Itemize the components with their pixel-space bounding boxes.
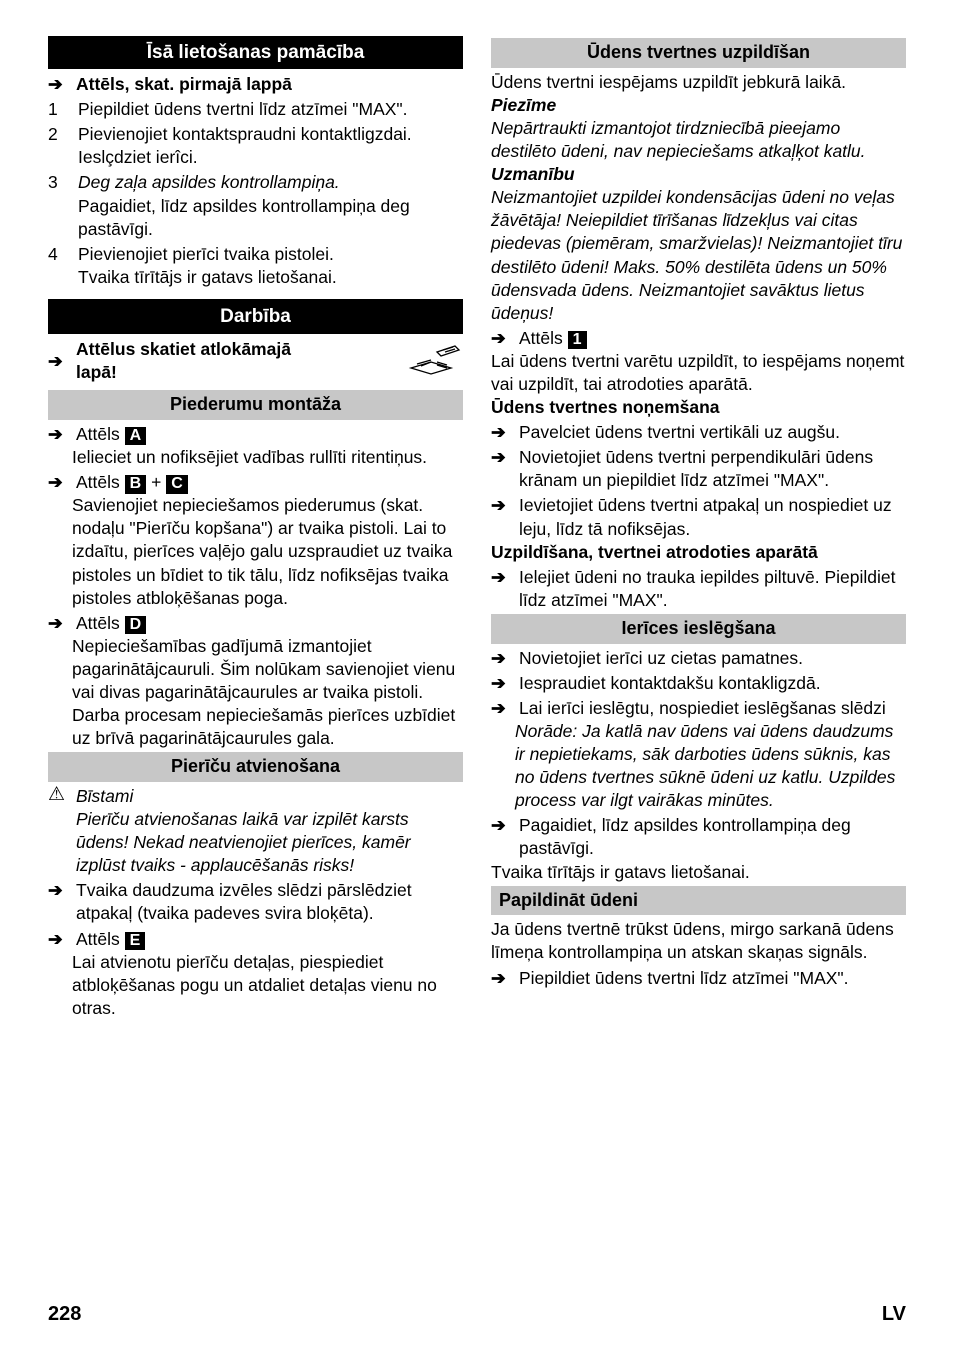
step-text-a: Pievienojiet pierīci tvaika pistolei. bbox=[78, 244, 334, 264]
arrow-icon: ➔ bbox=[491, 647, 511, 670]
letter-d-icon: D bbox=[125, 616, 147, 634]
fig-bc-line: ➔ Attēls B + C bbox=[48, 471, 463, 494]
letter-a-icon: A bbox=[125, 427, 147, 445]
fig-d-text: Attēls D bbox=[76, 612, 463, 635]
c4: ➔ Pagaidiet, līdz apsildes kontrollampiņ… bbox=[491, 814, 906, 860]
c3: ➔ Lai ierīci ieslēgtu, nospiediet ieslēg… bbox=[491, 697, 906, 720]
warning-icon: ⚠ bbox=[48, 785, 68, 806]
heading-switch-on: Ierīces ieslēgšana bbox=[491, 614, 906, 644]
fig-a-body: Ielieciet un nofiksējiet vadības rullīti… bbox=[48, 446, 463, 469]
right-column: Ūdens tvertnes uzpildīšan Ūdens tvertni … bbox=[491, 36, 906, 1283]
step-text-b: Tvaika tīrītājs ir gatavs lietošanai. bbox=[78, 267, 337, 287]
fig-bc-text: Attēls B + C bbox=[76, 471, 463, 494]
step-2: 2 Pievienojiet kontaktspraudni kontaktli… bbox=[48, 123, 463, 169]
arrow-icon: ➔ bbox=[48, 612, 68, 635]
step-text-a: Pievienojiet kontaktspraudni kontaktligz… bbox=[78, 124, 412, 144]
step-text: Pievienojiet kontaktspraudni kontaktligz… bbox=[78, 123, 463, 169]
danger-text: Bīstami Pierīču atvienošanas laikā var i… bbox=[76, 785, 463, 877]
arrow-icon: ➔ bbox=[491, 446, 511, 469]
b1: ➔ Pavelciet ūdens tvertni vertikāli uz a… bbox=[491, 421, 906, 444]
danger-row: ⚠ Bīstami Pierīču atvienošanas laikā var… bbox=[48, 785, 463, 877]
arrow-icon: ➔ bbox=[491, 814, 511, 837]
manual-icon bbox=[405, 340, 461, 382]
note-block: Piezīme Nepārtraukti izmantojot tirdznie… bbox=[491, 94, 906, 163]
step-3: 3 Deg zaļa apsildes kontrollampiņa. Paga… bbox=[48, 171, 463, 240]
arrow-icon: ➔ bbox=[491, 421, 511, 444]
step-num: 4 bbox=[48, 243, 68, 289]
step-text-b: Pagaidiet, līdz apsildes kontrollampiņa … bbox=[78, 196, 410, 239]
fig-bc-body: Savienojiet nepieciešamos piederumus (sk… bbox=[48, 494, 463, 609]
step-text: Deg zaļa apsildes kontrollampiņa. Pagaid… bbox=[78, 171, 463, 240]
subhead-remove-tank: Ūdens tvertnes noņemšana bbox=[491, 396, 906, 419]
number-1-icon: 1 bbox=[568, 331, 587, 349]
arrow-icon: ➔ bbox=[491, 697, 511, 720]
hint-row: ➔ Attēlus skatiet atlokāmajā lapā! bbox=[48, 334, 463, 388]
c1: ➔ Novietojiet ierīci uz cietas pamatnes. bbox=[491, 647, 906, 670]
arrow-icon: ➔ bbox=[48, 471, 68, 494]
step-text: Piepildiet ūdens tvertni līdz atzīmei "M… bbox=[78, 98, 463, 121]
bullet-switch: ➔ Tvaika daudzuma izvēles slēdzi pārslēd… bbox=[48, 879, 463, 925]
p4: Ja ūdens tvertnē trūkst ūdens, mirgo sar… bbox=[491, 918, 906, 964]
arrow-icon: ➔ bbox=[48, 423, 68, 446]
subhead-fill-inplace: Uzpildīšana, tvertnei atrodoties aparātā bbox=[491, 541, 906, 564]
letter-b-icon: B bbox=[125, 475, 147, 493]
fig-a-text: Attēls A bbox=[76, 423, 463, 446]
bullet-text: Tvaika daudzuma izvēles slēdzi pārslēdzi… bbox=[76, 879, 463, 925]
arrow-icon: ➔ bbox=[491, 327, 511, 350]
letter-e-icon: E bbox=[125, 932, 146, 950]
b2: ➔ Novietojiet ūdens tvertni perpendikulā… bbox=[491, 446, 906, 492]
fig-d-line: ➔ Attēls D bbox=[48, 612, 463, 635]
hint-text: Attēlus skatiet atlokāmajā lapā! bbox=[76, 338, 397, 384]
fig-1-line: ➔ Attēls 1 bbox=[491, 327, 906, 350]
arrow-icon: ➔ bbox=[48, 879, 68, 902]
note2: Norāde: Ja katlā nav ūdens vai ūdens dau… bbox=[491, 720, 906, 812]
page-number: 228 bbox=[48, 1303, 81, 1326]
p1: Ūdens tvertni iespējams uzpildīt jebkurā… bbox=[491, 71, 906, 94]
letter-c-icon: C bbox=[166, 475, 188, 493]
page-footer: 228 LV bbox=[48, 1283, 906, 1326]
arrow-icon: ➔ bbox=[48, 928, 68, 951]
caution-block: Uzmanību Neizmantojiet uzpildei kondensā… bbox=[491, 163, 906, 325]
fig-e-line: ➔ Attēls E bbox=[48, 928, 463, 951]
left-column: Īsā lietošanas pamācība ➔ Attēls, skat. … bbox=[48, 36, 463, 1283]
step-4: 4 Pievienojiet pierīci tvaika pistolei. … bbox=[48, 243, 463, 289]
p3: Tvaika tīrītājs ir gatavs lietošanai. bbox=[491, 861, 906, 884]
fig-e-text: Attēls E bbox=[76, 928, 463, 951]
fig-d-body: Nepieciešamības gadījumā izmantojiet pag… bbox=[48, 635, 463, 750]
arrow-icon: ➔ bbox=[48, 73, 68, 96]
step-num: 3 bbox=[48, 171, 68, 240]
heading-operation: Darbība bbox=[48, 299, 463, 334]
arrow-icon: ➔ bbox=[48, 350, 68, 373]
step-text-b: Ieslçdziet ierîci. bbox=[78, 147, 198, 167]
step-text: Pievienojiet pierīci tvaika pistolei. Tv… bbox=[78, 243, 463, 289]
step-text-a: Deg zaļa apsildes kontrollampiņa. bbox=[78, 172, 340, 192]
d1: ➔ Piepildiet ūdens tvertni līdz atzīmei … bbox=[491, 967, 906, 990]
fig-1-text: Attēls 1 bbox=[519, 327, 906, 350]
heading-quick-start: Īsā lietošanas pamācība bbox=[48, 36, 463, 69]
heading-accessory-mount: Piederumu montāža bbox=[48, 390, 463, 420]
step-num: 1 bbox=[48, 98, 68, 121]
fig-e-body: Lai atvienotu pierīču detaļas, piespiedi… bbox=[48, 951, 463, 1020]
heading-accessory-detach: Pierīču atvienošana bbox=[48, 752, 463, 782]
step-num: 2 bbox=[48, 123, 68, 169]
heading-fill-tank: Ūdens tvertnes uzpildīšan bbox=[491, 38, 906, 68]
arrow-icon: ➔ bbox=[491, 967, 511, 990]
p2: Lai ūdens tvertni varētu uzpildīt, to ie… bbox=[491, 350, 906, 396]
fig-a-line: ➔ Attēls A bbox=[48, 423, 463, 446]
language-code: LV bbox=[882, 1303, 906, 1326]
c2: ➔ Iespraudiet kontaktdakšu kontakligzdā. bbox=[491, 672, 906, 695]
intro-arrow-line: ➔ Attēls, skat. pirmajā lappā bbox=[48, 73, 463, 96]
b3: ➔ Ievietojiet ūdens tvertni atpakaļ un n… bbox=[491, 494, 906, 540]
arrow-icon: ➔ bbox=[491, 566, 511, 589]
arrow-icon: ➔ bbox=[491, 672, 511, 695]
step-1: 1 Piepildiet ūdens tvertni līdz atzīmei … bbox=[48, 98, 463, 121]
b4: ➔ Ielejiet ūdeni no trauka iepildes pilt… bbox=[491, 566, 906, 612]
arrow-icon: ➔ bbox=[491, 494, 511, 517]
heading-refill: Papildināt ūdeni bbox=[491, 886, 906, 916]
intro-text: Attēls, skat. pirmajā lappā bbox=[76, 73, 463, 96]
